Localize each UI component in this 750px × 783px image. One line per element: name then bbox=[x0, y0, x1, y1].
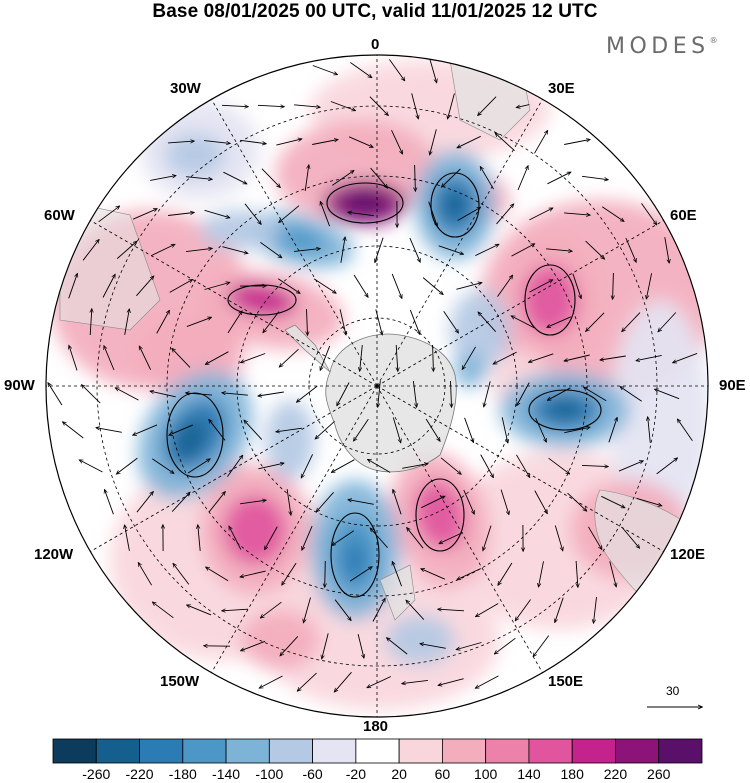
colorbar-tick-label: -220 bbox=[125, 766, 154, 782]
lon-label-30w: 30W bbox=[170, 80, 201, 97]
colorbar-tick-label: 60 bbox=[434, 766, 451, 782]
colorbar-cell bbox=[355, 738, 400, 764]
vector-scale-label: 30 bbox=[666, 684, 680, 698]
colorbar-tick-label: -140 bbox=[212, 766, 241, 782]
brand-registered-mark: ® bbox=[709, 36, 718, 45]
lon-label-120w: 120W bbox=[34, 546, 74, 563]
colorbar-tick-label: -100 bbox=[255, 766, 284, 782]
colorbar-cell bbox=[441, 738, 487, 764]
colorbar-cell bbox=[182, 738, 227, 764]
colorbar-tick-label: -60 bbox=[302, 766, 323, 782]
colorbar-tick-label: 140 bbox=[517, 766, 541, 782]
colorbar-cell bbox=[268, 738, 314, 764]
colorbar-cell bbox=[571, 738, 616, 764]
lon-label-180: 180 bbox=[363, 718, 389, 735]
colorbar-tick-label: 220 bbox=[603, 766, 628, 782]
lon-label-60w: 60W bbox=[44, 207, 75, 224]
colorbar-cell bbox=[658, 738, 703, 764]
colorbar-cell bbox=[312, 738, 357, 764]
graticule bbox=[46, 55, 708, 717]
map-title: Base 08/01/2025 00 UTC, valid 11/01/2025… bbox=[152, 1, 598, 22]
colorbar-cell bbox=[615, 738, 660, 764]
lon-label-30e: 30E bbox=[548, 80, 575, 97]
colorbar-tick-label: -180 bbox=[168, 766, 197, 782]
colorbar-tick-label: -260 bbox=[82, 766, 111, 782]
colorbar-cell bbox=[139, 738, 184, 764]
map-border bbox=[45, 54, 709, 718]
lon-label-0: 0 bbox=[371, 36, 380, 53]
colorbar-cell bbox=[398, 738, 443, 764]
colorbar-cell bbox=[52, 738, 97, 764]
colorbar-cell bbox=[485, 738, 530, 764]
lon-label-120e: 120E bbox=[670, 546, 706, 563]
colorbar-cell bbox=[95, 738, 140, 764]
wind-vectors bbox=[48, 57, 698, 692]
colorbar-tick-label: 180 bbox=[560, 766, 584, 782]
colorbar-tick-label: 100 bbox=[473, 766, 498, 782]
colorbar-tick-label: 260 bbox=[647, 766, 671, 782]
lon-label-150e: 150E bbox=[548, 673, 584, 690]
lon-label-90w: 90W bbox=[4, 377, 35, 394]
lon-label-90e: 90E bbox=[719, 377, 746, 394]
colorbar-tick-label: -20 bbox=[345, 766, 366, 782]
colorbar-tick-label: 20 bbox=[391, 766, 407, 782]
brand-logo: MODES® bbox=[606, 34, 718, 59]
colorbar bbox=[52, 738, 703, 764]
polar-map bbox=[45, 54, 709, 718]
lon-label-150w: 150W bbox=[160, 673, 200, 690]
brand-text: MODES bbox=[606, 34, 710, 59]
lon-label-60e: 60E bbox=[670, 207, 697, 224]
colorbar-cell bbox=[225, 738, 270, 764]
colorbar-cell bbox=[528, 738, 573, 764]
